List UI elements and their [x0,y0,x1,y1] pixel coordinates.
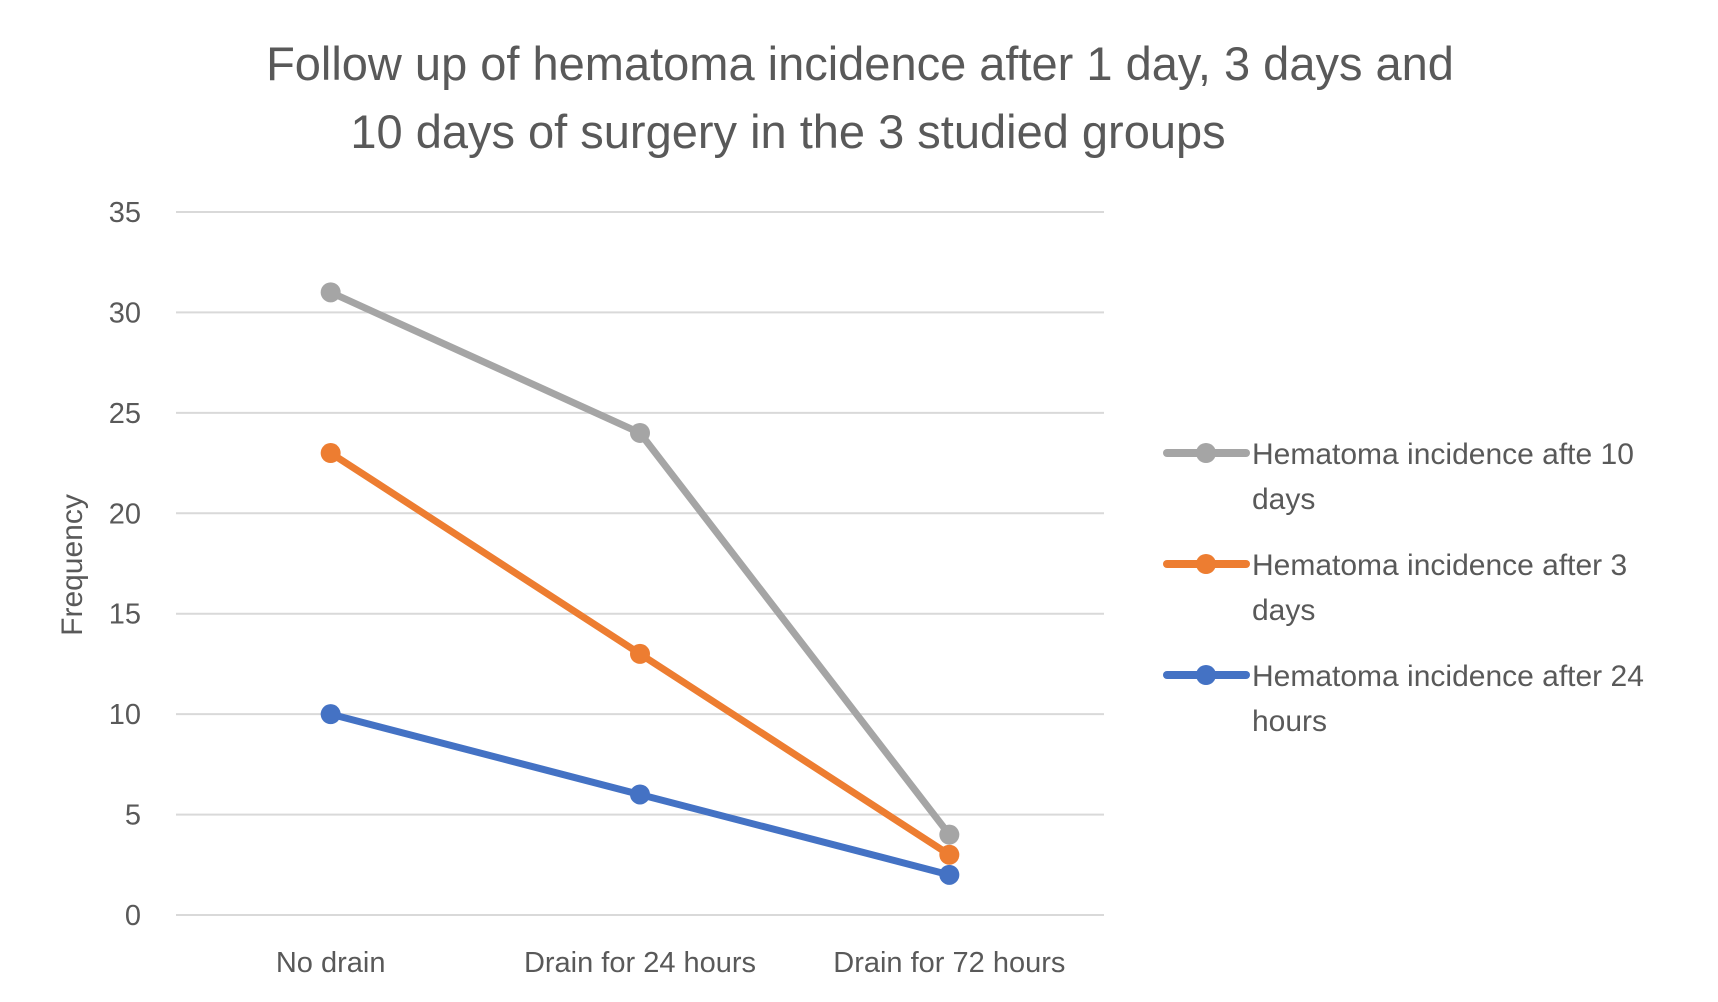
legend-item: Hematoma incidence afte 10 days [1163,438,1634,516]
x-axis-ticks: No drain Drain for 24 hours Drain for 72 h… [276,947,1066,979]
y-tick-label: 25 [109,398,141,430]
data-point [939,844,960,865]
legend-marker [1196,443,1216,463]
legend-marker [1196,665,1216,685]
y-axis-ticks: 0 5 10 15 20 25 30 35 [109,197,141,932]
data-point [320,282,341,303]
data-point [630,784,650,805]
chart-title-line-2: 10 days of surgery in the 3 studied grou… [350,105,1225,158]
y-tick-label: 30 [109,297,141,329]
y-tick-label: 0 [125,900,141,932]
y-tick-label: 10 [109,699,141,731]
legend-label: hours [1252,705,1327,738]
legend-label: Hematoma incidence after 24 [1252,660,1644,693]
y-tick-label: 15 [109,599,141,631]
x-tick-label: Drain for 24 hours [524,947,756,979]
y-tick-label: 35 [109,197,141,229]
legend-label: days [1252,483,1315,516]
series-0 [320,282,960,845]
legend-item: Hematoma incidence after 3 days [1163,549,1627,627]
data-point [320,443,341,464]
legend-item: Hematoma incidence after 24 hours [1163,660,1644,738]
data-point [630,422,650,443]
series-1 [320,443,960,865]
data-point [939,824,960,845]
y-tick-label: 20 [109,498,141,530]
legend-marker [1196,554,1216,574]
series-2 [320,704,960,885]
x-tick-label: Drain for 72 hours [833,947,1065,979]
y-tick-label: 5 [125,800,141,832]
data-point [320,704,341,725]
data-point [939,864,960,885]
y-axis-label: Frequency [56,494,89,636]
legend-label: Hematoma incidence after 3 [1252,549,1627,582]
series-lines [320,282,960,885]
legend-label: days [1252,594,1315,627]
data-point [630,643,650,664]
chart-title-line-1: Follow up of hematoma incidence after 1 … [266,37,1454,90]
legend-label: Hematoma incidence afte 10 [1252,438,1634,471]
x-tick-label: No drain [276,947,386,979]
series-line [329,289,953,837]
gridlines [176,211,1104,916]
